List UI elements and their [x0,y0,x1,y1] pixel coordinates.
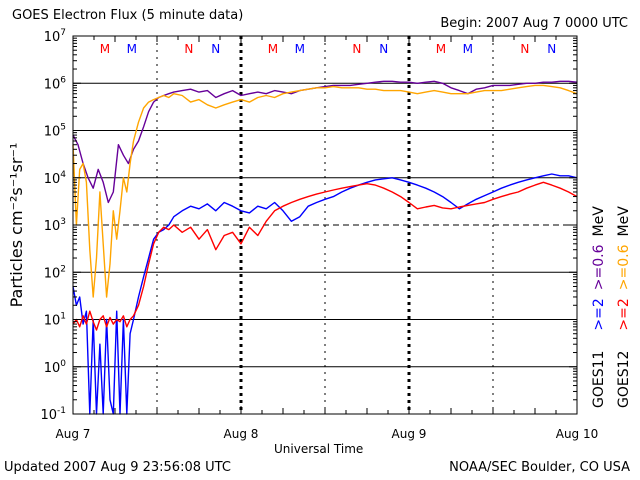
series-line-goes12-0-6-mev [72,84,578,298]
x-axis-title: Universal Time [274,442,364,456]
marker-label: N [520,42,529,56]
x-tick-label: Aug 9 [392,427,427,441]
legend-entry: >=0.6 [591,244,607,290]
y-tick-label: 101 [44,312,66,329]
y-axis-label: Particles cm⁻²s⁻¹sr⁻¹ [7,143,26,308]
marker-label: N [211,42,220,56]
x-tick-label: Aug 8 [224,427,259,441]
marker-label: N [379,42,388,56]
legend-entry: MeV [591,206,607,237]
grid-lines [73,36,577,414]
y-tick-label: 105 [44,123,66,140]
marker-label: N [184,42,193,56]
legend-column: GOES11 >=2 >=0.6 MeV [591,206,607,408]
chart-title: GOES Electron Flux (5 minute data) [12,8,244,23]
y-tick-label: 100 [44,359,67,376]
series-line-goes11-2-mev [72,173,578,415]
x-tick-label: Aug 10 [556,427,599,441]
y-tick-label: 102 [44,264,66,281]
updated-timestamp: Updated 2007 Aug 9 23:56:08 UTC [4,460,231,475]
y-tick-label: 104 [44,170,67,187]
legend-entry: MeV [616,206,632,237]
series-line-goes12-2-mev [72,181,578,331]
x-tick-label: Aug 7 [56,427,91,441]
y-tick-label: 106 [44,75,67,92]
series-line-goes11-0-6-mev [72,80,578,204]
legend-entry: >=2 [616,298,632,330]
marker-label: M [100,42,110,56]
y-tick-label: 10-1 [40,406,66,423]
source-credit: NOAA/SEC Boulder, CO USA [449,460,630,475]
legend-entry: >=2 [591,298,607,330]
marker-label: M [295,42,305,56]
marker-label: M [127,42,137,56]
y-tick-label: 103 [44,217,66,234]
y-tick-label: 107 [44,28,66,45]
legend-entry: >=0.6 [616,244,632,290]
begin-time: Begin: 2007 Aug 7 0000 UTC [440,16,628,31]
marker-label: N [547,42,556,56]
axes: 10-1 100 101 102 103 104 105 106 107 Aug 7 Aug 8 Au… [7,28,598,441]
legend-column: GOES12 >=2 >=0.6 MeV [616,206,632,408]
legend: GOES11 >=2 >=0.6 MeV GOES12 >=2 >=0.6 MeV [591,206,632,408]
legend-satellite: GOES11 [591,351,607,408]
marker-label: M [463,42,473,56]
marker-label: N [352,42,361,56]
marker-label: M [436,42,446,56]
series-layer [72,80,578,415]
legend-satellite: GOES12 [616,351,632,408]
marker-label: M [268,42,278,56]
